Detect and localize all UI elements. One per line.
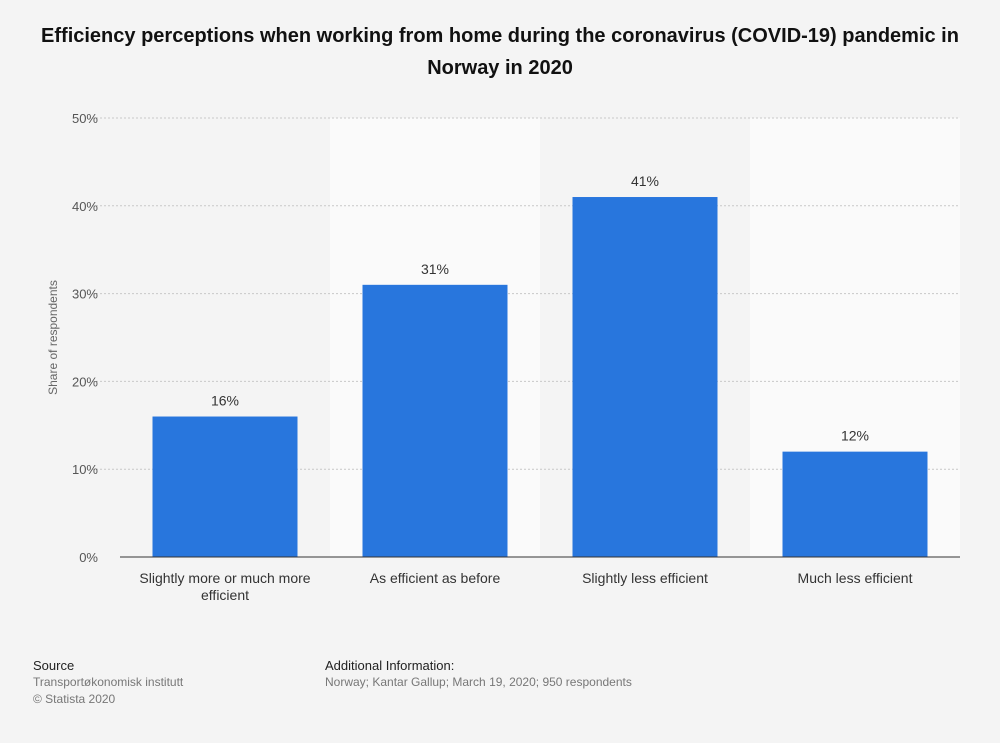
y-axis-label: Share of respondents (46, 280, 60, 395)
y-tick-label: 30% (72, 287, 98, 302)
additional-info-heading: Additional Information: (325, 658, 455, 673)
y-tick-label: 0% (79, 550, 98, 565)
source-block: Source Transportøkonomisk institutt © St… (33, 657, 183, 708)
source-line-2: © Statista 2020 (33, 692, 116, 706)
y-tick-label: 50% (72, 111, 98, 126)
bar[interactable] (152, 416, 298, 557)
data-label: 41% (631, 173, 659, 189)
y-tick-label: 40% (72, 199, 98, 214)
bars (152, 197, 928, 557)
source-line-1: Transportøkonomisk institutt (33, 675, 184, 689)
data-labels: 16% 31% 41% 12% (211, 173, 869, 444)
y-axis-ticks: 0% 10% 20% 30% 40% 50% (72, 111, 98, 565)
data-label: 31% (421, 261, 449, 277)
category-label: efficient (201, 587, 249, 603)
data-label: 12% (841, 428, 869, 444)
category-label: Slightly more or much more (139, 570, 310, 586)
chart-title: Efficiency perceptions when working from… (41, 25, 959, 79)
y-tick-label: 10% (72, 462, 98, 477)
category-label: As efficient as before (370, 570, 501, 586)
category-label: Slightly less efficient (582, 570, 708, 586)
bar[interactable] (362, 284, 508, 557)
additional-info-text: Norway; Kantar Gallup; March 19, 2020; 9… (325, 675, 632, 689)
y-tick-label: 20% (72, 374, 98, 389)
additional-info-block: Additional Information: Norway; Kantar G… (325, 657, 632, 691)
data-label: 16% (211, 393, 239, 409)
source-heading: Source (33, 658, 75, 673)
category-label: Much less efficient (798, 570, 913, 586)
bar[interactable] (572, 197, 718, 557)
bar-chart: 0% 10% 20% 30% 40% 50% 16% 31% 41% 12% Slightly … (46, 111, 960, 603)
bar[interactable] (782, 451, 928, 557)
